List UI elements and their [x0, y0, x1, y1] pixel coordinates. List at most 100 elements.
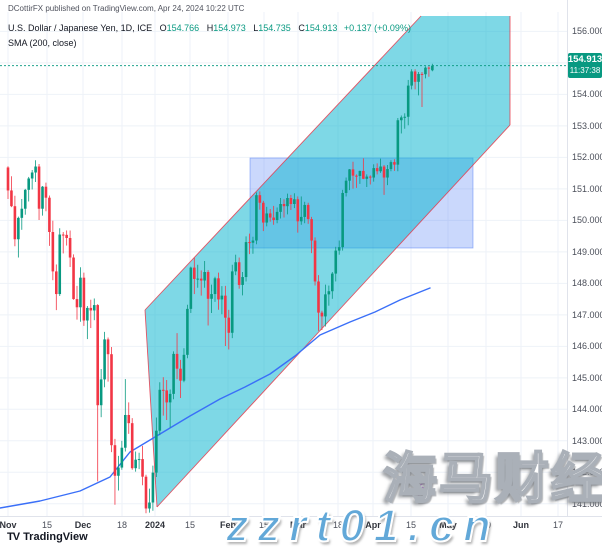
candle-body [258, 195, 262, 203]
candle-body [368, 176, 372, 178]
time-axis-label: May [439, 520, 457, 530]
candle-body [127, 414, 131, 424]
candle-body [199, 278, 203, 281]
watermark-chinese: 海马财经 [382, 448, 602, 510]
candle-body [130, 423, 134, 469]
candle-body [296, 199, 300, 222]
tradingview-logo-text: TradingView [23, 531, 88, 543]
candle-body [382, 166, 386, 178]
published-byline: DCottirFX published on TradingView.com, … [8, 4, 245, 13]
candle-body [248, 242, 251, 244]
candle-body [20, 208, 24, 218]
candle-body [86, 307, 89, 321]
candle-body [37, 166, 41, 209]
candle-body [275, 211, 279, 221]
candle-body [230, 271, 234, 333]
candle-body [410, 71, 413, 86]
time-axis-border [0, 516, 602, 517]
candle-body [396, 120, 400, 165]
symbol-legend: U.S. Dollar / Japanese Yen, 1D, ICE O 154… [8, 23, 411, 33]
candle-body [30, 172, 34, 179]
candle-body [13, 206, 17, 240]
candle-body [320, 312, 324, 317]
candle-body [89, 307, 93, 311]
price-axis-label: 144.000 [572, 404, 602, 415]
price-axis-label: 143.000 [572, 435, 602, 446]
candle-body [120, 447, 124, 468]
candle-body [58, 234, 62, 295]
time-axis-label: 15 [405, 520, 417, 530]
candle-body [10, 190, 13, 207]
candle-body [234, 262, 237, 272]
candle-body [310, 219, 313, 241]
candle-body [365, 176, 369, 179]
current-price-tag: 154.913 11:37:38 [568, 53, 602, 78]
candle-body [48, 197, 51, 233]
candle-body [106, 339, 110, 355]
candle-body [161, 389, 165, 391]
candle-body [282, 203, 286, 207]
channel-edge [144, 309, 158, 508]
candle-body [137, 459, 141, 461]
candle-body [151, 472, 155, 503]
price-axis-label: 149.000 [572, 246, 602, 257]
candle-body [134, 459, 137, 469]
bar-countdown: 11:37:38 [569, 66, 601, 76]
candle-body [196, 278, 200, 280]
high-value: 154.973 [213, 23, 246, 33]
price-axis-label: 152.000 [572, 152, 602, 163]
price-axis-label: 156.000 [572, 26, 602, 37]
candle-body [75, 299, 79, 308]
candle-body [424, 67, 427, 75]
candle-body [61, 234, 65, 236]
candle-body [262, 202, 265, 223]
candle-body [179, 368, 182, 381]
time-axis-label: 20 [480, 520, 492, 530]
close-label: C [298, 23, 305, 33]
candle-body [182, 354, 186, 381]
candle-body [268, 213, 272, 218]
open-label: O [159, 23, 167, 33]
candle-body [317, 281, 320, 313]
candle-body [289, 198, 293, 204]
candle-body [34, 166, 37, 173]
candle-body [351, 169, 355, 176]
candle-body [165, 390, 168, 403]
tradingview-logo[interactable]: TV TradingView [7, 531, 88, 543]
candle-body [279, 203, 282, 212]
price-axis-label: 150.000 [572, 215, 602, 226]
candle-body [155, 430, 158, 473]
candle-body [55, 271, 58, 295]
candle-body [334, 250, 338, 274]
current-price-value: 154.913 [567, 54, 602, 66]
candle-body [99, 379, 103, 406]
time-axis-label: 15 [184, 520, 196, 530]
time-axis-label: 18 [332, 520, 344, 530]
change-value: +0.137 (+0.09%) [343, 23, 411, 33]
watermark-seal-glyph [421, 486, 425, 498]
candle-body [389, 162, 393, 170]
candle-body [175, 353, 179, 369]
sma-200-line[interactable] [0, 287, 431, 509]
candle-body [400, 117, 403, 121]
candle-body [51, 232, 55, 272]
candle-body [6, 167, 10, 191]
tradingview-logo-icon: TV [7, 531, 20, 543]
candle-body [79, 277, 82, 308]
symbol-title[interactable]: U.S. Dollar / Japanese Yen, 1D, ICE [8, 23, 153, 33]
candle-body [386, 169, 389, 178]
indicator-legend[interactable]: SMA (200, close) [8, 38, 77, 48]
candle-body [406, 85, 410, 117]
candle-body [172, 353, 175, 394]
candle-body [393, 162, 396, 165]
candle-body [413, 71, 417, 82]
price-axis-label: 147.000 [572, 309, 602, 320]
channel-drawing[interactable] [145, 16, 510, 507]
candle-body [124, 414, 127, 448]
candle-body [348, 169, 351, 181]
candle-body [331, 273, 334, 292]
candle-body [299, 216, 303, 222]
candle-body [96, 305, 99, 406]
price-axis-label: 145.000 [572, 372, 602, 383]
